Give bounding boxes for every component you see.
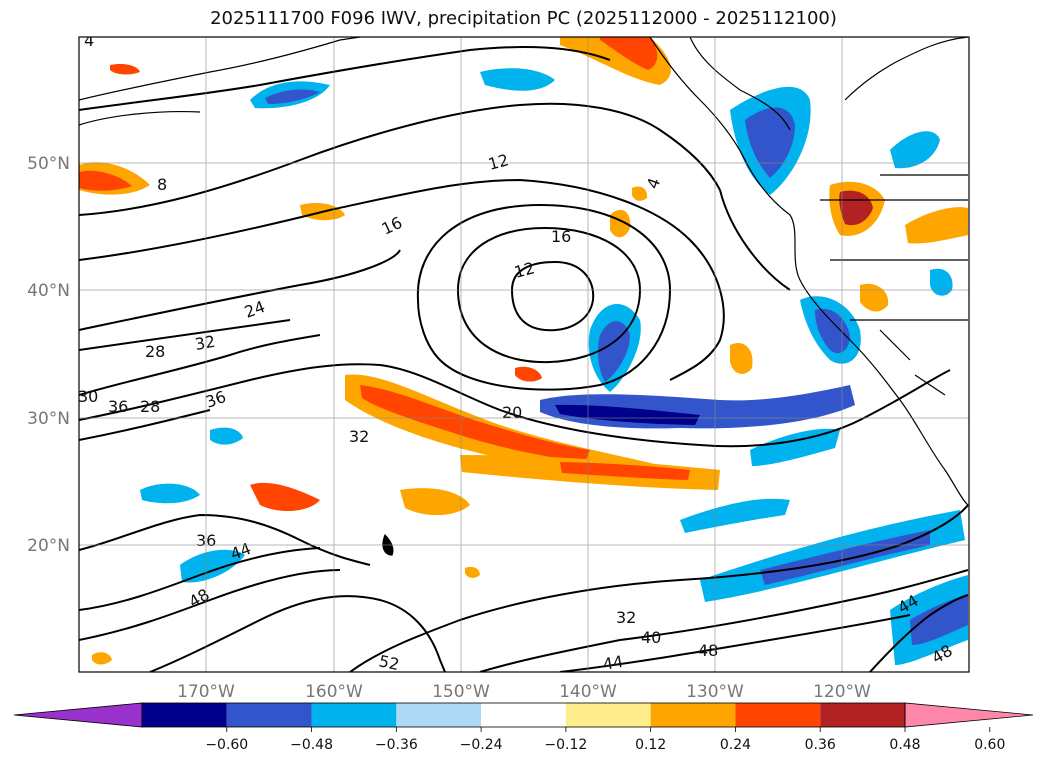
colorbar-swatch: [820, 703, 905, 727]
colorbar-swatch: [226, 703, 312, 727]
lon-label: 120°W: [813, 682, 871, 702]
colorbar-swatch: [650, 703, 736, 727]
contour-label: 30: [78, 387, 98, 406]
contour-label: 48: [698, 641, 718, 660]
iwv-contours: [79, 46, 969, 672]
colorbar-tick-label: 0.24: [720, 737, 751, 753]
colorbar-tick-label: −0.24: [460, 737, 503, 753]
lon-label: 170°W: [177, 682, 235, 702]
lat-label: 20°N: [27, 536, 70, 556]
contour-label: 28: [140, 397, 160, 416]
colorbar-tick-label: −0.60: [205, 737, 248, 753]
lon-label: 150°W: [432, 682, 490, 702]
colorbar: [13, 702, 1034, 728]
precip-positive-shading: [79, 37, 968, 665]
gridlines: [79, 37, 969, 672]
colorbar-tick-label: −0.12: [544, 737, 587, 753]
map-title: 2025111700 F096 IWV, precipitation PC (2…: [210, 8, 837, 29]
colorbar-swatch: [565, 703, 651, 727]
contour-label: 12: [486, 150, 511, 174]
contour-label: 28: [145, 342, 165, 361]
colorbar-tick-label: 0.60: [974, 737, 1005, 753]
map-layers: 4 8 12 16 24 28 32 36 30 28 36 12 16 4 2…: [78, 31, 969, 674]
lon-label: 140°W: [559, 682, 617, 702]
colorbar-extend-min: [13, 702, 143, 728]
contour-label: 44: [601, 652, 624, 674]
contour-label: 32: [193, 332, 216, 354]
colorbar-swatch: [735, 703, 821, 727]
colorbar-tick-label: 0.48: [889, 737, 920, 753]
lat-label: 30°N: [27, 409, 70, 429]
contour-label: 20: [502, 403, 522, 422]
colorbar-extend-max: [904, 702, 1034, 728]
contour-label: 12: [512, 258, 537, 282]
colorbar-swatch: [481, 703, 566, 727]
contour-label: 36: [108, 397, 128, 416]
latitude-labels: 50°N 40°N 30°N 20°N: [27, 154, 70, 556]
colorbar-ticks: −0.60 −0.48 −0.36 −0.24 −0.12 0.12 0.24 0.36 0.4…: [205, 727, 1005, 753]
colorbar-tick-label: 0.12: [635, 737, 666, 753]
contour-label: 32: [349, 427, 369, 446]
plot-frame: [78, 36, 970, 673]
lat-label: 50°N: [27, 154, 70, 174]
lon-label: 160°W: [305, 682, 363, 702]
colorbar-swatch: [311, 703, 397, 727]
lat-label: 40°N: [27, 281, 70, 301]
contour-label: 40: [641, 628, 661, 647]
colorbar-tick-label: 0.36: [805, 737, 836, 753]
colorbar-frame: [141, 702, 906, 728]
colorbar-swatch: [142, 703, 227, 727]
coastlines: [79, 37, 969, 556]
lon-label: 130°W: [686, 682, 744, 702]
contour-label: 52: [377, 651, 401, 674]
colorbar-swatch: [396, 703, 482, 727]
longitude-labels: 170°W 160°W 150°W 140°W 130°W 120°W: [177, 682, 871, 702]
contour-label: 32: [616, 608, 636, 627]
contour-label: 8: [157, 175, 167, 194]
contour-label: 16: [551, 227, 571, 246]
colorbar-tick-label: −0.48: [290, 737, 333, 753]
colorbar-tick-label: −0.36: [375, 737, 418, 753]
contour-label: 4: [84, 31, 94, 50]
